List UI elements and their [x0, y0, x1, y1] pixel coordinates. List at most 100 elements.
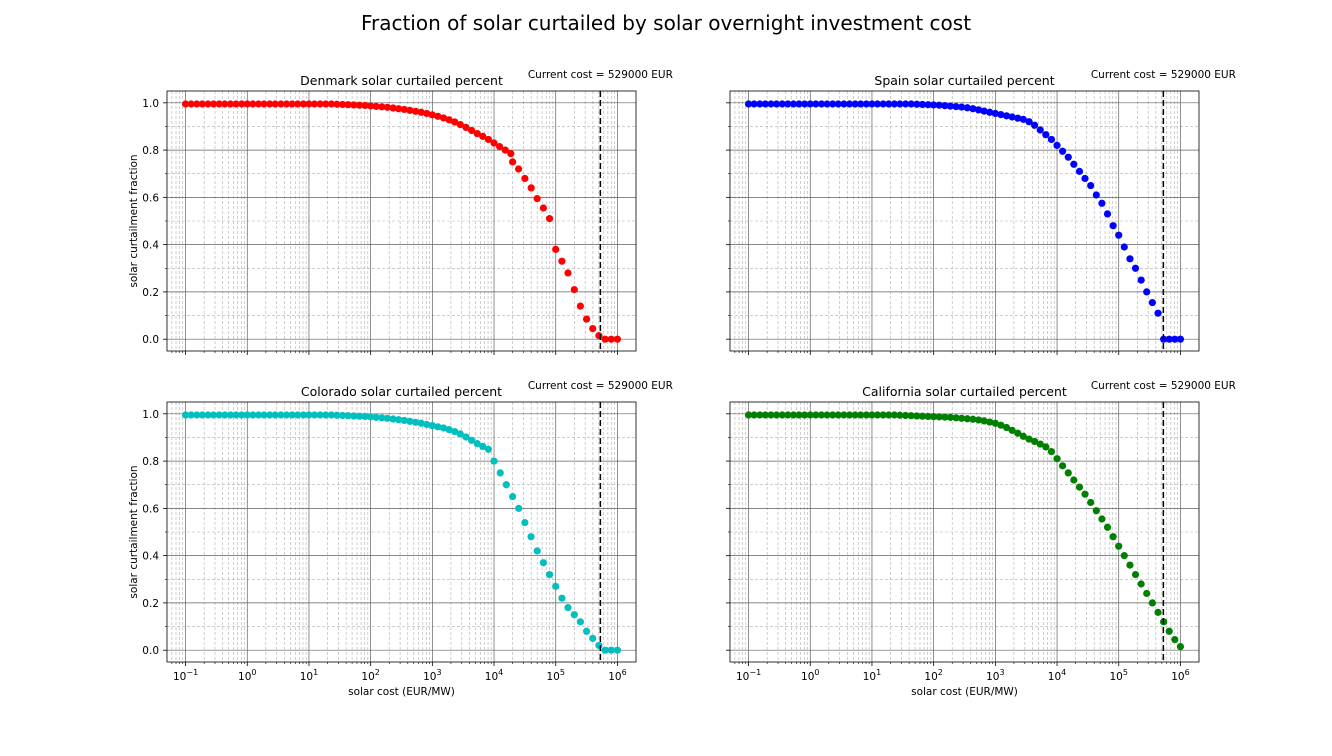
data-point	[890, 100, 898, 108]
data-point	[1131, 570, 1140, 579]
data-point	[439, 424, 448, 432]
data-point	[935, 101, 943, 109]
data-point	[801, 100, 809, 108]
data-point	[479, 132, 487, 140]
data-point	[1087, 181, 1095, 190]
data-point	[1058, 462, 1067, 470]
data-point	[907, 412, 915, 420]
data-point	[372, 102, 380, 110]
data-point	[411, 418, 420, 426]
data-point	[1047, 448, 1056, 456]
data-point	[1103, 523, 1112, 531]
data-point	[601, 335, 609, 343]
current-cost-annotation: Current cost = 529000 EUR	[528, 69, 673, 81]
data-point	[383, 103, 392, 111]
y-tick-label: 1.0	[142, 409, 159, 421]
data-point	[288, 100, 296, 108]
data-point	[198, 100, 206, 108]
data-point	[1115, 542, 1123, 550]
data-point	[750, 411, 758, 419]
data-point	[350, 412, 358, 420]
subplot-title: California solar curtailed percent	[862, 384, 1067, 399]
data-point	[1120, 243, 1128, 251]
data-point	[1031, 437, 1039, 446]
data-point	[193, 411, 201, 419]
data-point	[601, 646, 609, 654]
data-point	[204, 411, 212, 419]
data-point	[946, 413, 955, 421]
data-point	[439, 114, 448, 122]
data-point	[361, 101, 369, 110]
data-point	[589, 324, 597, 333]
data-point	[507, 150, 515, 158]
x-tick-label: 105	[547, 668, 565, 683]
x-tick-label: 104	[1048, 668, 1066, 683]
data-point	[613, 335, 622, 343]
data-point	[533, 547, 541, 555]
data-point	[570, 611, 578, 619]
data-point	[1042, 131, 1050, 139]
axes-frame	[166, 401, 637, 663]
data-point	[564, 269, 572, 277]
data-point	[1171, 335, 1179, 343]
data-point	[473, 440, 481, 448]
data-point	[521, 174, 529, 183]
data-point	[958, 414, 966, 422]
data-point	[462, 123, 470, 131]
data-point	[514, 165, 523, 173]
data-point	[254, 411, 263, 419]
data-point	[316, 411, 324, 419]
data-point	[468, 436, 476, 444]
data-point	[1025, 118, 1033, 126]
data-point	[490, 457, 498, 465]
data-point	[545, 570, 554, 579]
data-point	[924, 101, 932, 109]
x-tick-label: 101	[863, 668, 881, 683]
data-point	[509, 492, 517, 501]
data-point	[812, 100, 820, 108]
data-point	[1143, 589, 1151, 598]
data-point	[198, 411, 206, 419]
data-point	[226, 100, 235, 108]
data-point	[378, 414, 386, 422]
data-point	[249, 411, 257, 419]
data-point	[406, 106, 414, 114]
data-point	[204, 100, 212, 108]
data-point	[271, 100, 279, 108]
current-cost-annotation: Current cost = 529000 EUR	[1091, 380, 1236, 392]
data-point	[789, 411, 798, 419]
data-point	[423, 109, 431, 118]
data-point	[1154, 608, 1162, 616]
axes-frame	[166, 90, 637, 352]
data-point	[1109, 533, 1117, 541]
y-tick-label: 0.4	[142, 551, 159, 563]
data-point	[355, 101, 364, 109]
data-point	[1031, 121, 1039, 129]
data-point	[834, 411, 842, 419]
data-point	[310, 100, 319, 108]
data-point	[238, 100, 246, 108]
data-point	[445, 426, 453, 434]
data-point	[305, 100, 313, 108]
axes-frame	[729, 401, 1200, 663]
data-point	[451, 427, 459, 436]
data-point	[896, 411, 904, 419]
data-point	[744, 100, 753, 108]
data-point	[389, 104, 397, 112]
data-point	[1036, 126, 1044, 134]
data-point	[868, 100, 876, 108]
data-point	[1087, 498, 1095, 507]
data-point	[1047, 135, 1056, 144]
x-tick-label: 106	[1171, 668, 1189, 683]
data-point	[1171, 635, 1179, 644]
data-point	[1148, 298, 1156, 307]
data-point	[885, 100, 893, 108]
data-point	[991, 419, 999, 427]
subplot-title: Denmark solar curtailed percent	[300, 73, 503, 88]
data-point	[558, 594, 566, 602]
data-point	[277, 411, 285, 419]
y-tick-label: 1.0	[142, 98, 159, 110]
data-point	[1092, 507, 1100, 515]
data-point	[209, 100, 218, 108]
data-point	[389, 415, 397, 423]
